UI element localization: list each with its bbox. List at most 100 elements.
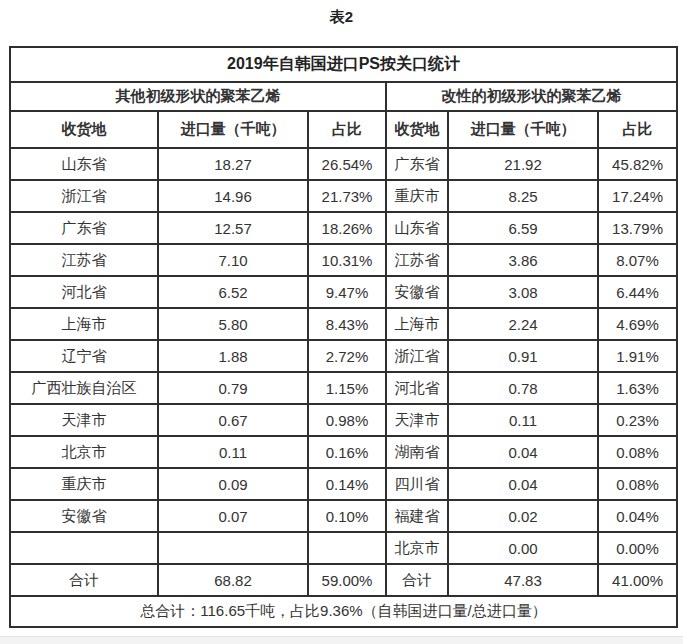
column-header-share-right: 占比 (598, 111, 677, 148)
destination-cell: 河北省 (386, 372, 448, 404)
share-cell: 0.04% (598, 500, 677, 532)
grand-total-row: 总合计：116.65千吨，占比9.36%（自韩国进口量/总进口量） (10, 596, 677, 627)
share-cell: 26.54% (308, 148, 386, 180)
share-cell: 8.43% (308, 308, 386, 340)
share-cell: 17.24% (598, 180, 677, 212)
destination-cell: 北京市 (10, 436, 158, 468)
volume-cell: 21.92 (448, 148, 598, 180)
bottom-edge-strip (0, 636, 683, 644)
destination-cell: 辽宁省 (10, 340, 158, 372)
share-cell: 0.08% (598, 436, 677, 468)
destination-cell: 山东省 (10, 148, 158, 180)
volume-cell: 12.57 (158, 212, 308, 244)
total-label-right: 合计 (386, 564, 448, 596)
table-row: 北京市0.110.16%湖南省0.040.08% (10, 436, 677, 468)
volume-cell: 7.10 (158, 244, 308, 276)
share-cell: 0.98% (308, 404, 386, 436)
volume-cell: 0.67 (158, 404, 308, 436)
section-header-right: 改性的初级形状的聚苯乙烯 (386, 82, 677, 111)
share-cell: 1.15% (308, 372, 386, 404)
share-cell: 9.47% (308, 276, 386, 308)
destination-cell: 重庆市 (10, 468, 158, 500)
volume-cell: 0.04 (448, 436, 598, 468)
destination-cell: 天津市 (386, 404, 448, 436)
volume-cell: 0.00 (448, 532, 598, 564)
table-row: 广西壮族自治区0.791.15%河北省0.781.63% (10, 372, 677, 404)
section-header-row: 其他初级形状的聚苯乙烯 改性的初级形状的聚苯乙烯 (10, 82, 677, 111)
volume-cell: 1.88 (158, 340, 308, 372)
column-header-volume-left: 进口量（千吨） (158, 111, 308, 148)
volume-cell: 5.80 (158, 308, 308, 340)
table-row: 天津市0.670.98%天津市0.110.23% (10, 404, 677, 436)
destination-cell: 江苏省 (10, 244, 158, 276)
table-row: 江苏省7.1010.31%江苏省3.868.07% (10, 244, 677, 276)
volume-cell: 8.25 (448, 180, 598, 212)
destination-cell: 安徽省 (386, 276, 448, 308)
destination-cell: 河北省 (10, 276, 158, 308)
destination-cell: 广西壮族自治区 (10, 372, 158, 404)
volume-cell: 0.04 (448, 468, 598, 500)
table-row: 安徽省0.070.10%福建省0.020.04% (10, 500, 677, 532)
volume-cell: 18.27 (158, 148, 308, 180)
volume-cell: 0.09 (158, 468, 308, 500)
volume-cell: 0.02 (448, 500, 598, 532)
column-header-share-left: 占比 (308, 111, 386, 148)
total-volume-right: 47.83 (448, 564, 598, 596)
share-cell: 8.07% (598, 244, 677, 276)
volume-cell: 0.78 (448, 372, 598, 404)
volume-cell: 0.79 (158, 372, 308, 404)
destination-cell: 天津市 (10, 404, 158, 436)
volume-cell: 3.86 (448, 244, 598, 276)
share-cell: 1.91% (598, 340, 677, 372)
volume-cell: 0.11 (158, 436, 308, 468)
table-row: 山东省18.2726.54%广东省21.9245.82% (10, 148, 677, 180)
imports-stat-table: 2019年自韩国进口PS按关口统计 其他初级形状的聚苯乙烯 改性的初级形状的聚苯… (9, 46, 678, 628)
table-title-row: 2019年自韩国进口PS按关口统计 (10, 47, 677, 82)
section-header-left: 其他初级形状的聚苯乙烯 (10, 82, 386, 111)
table-row: 重庆市0.090.14%四川省0.040.08% (10, 468, 677, 500)
destination-cell: 浙江省 (386, 340, 448, 372)
volume-cell: 14.96 (158, 180, 308, 212)
column-header-volume-right: 进口量（千吨） (448, 111, 598, 148)
total-row: 合计 68.82 59.00% 合计 47.83 41.00% (10, 564, 677, 596)
table-title: 2019年自韩国进口PS按关口统计 (10, 47, 677, 82)
destination-cell: 上海市 (10, 308, 158, 340)
share-cell: 18.26% (308, 212, 386, 244)
share-cell: 45.82% (598, 148, 677, 180)
destination-cell: 上海市 (386, 308, 448, 340)
volume-cell: 6.52 (158, 276, 308, 308)
destination-cell: 山东省 (386, 212, 448, 244)
share-cell: 0.23% (598, 404, 677, 436)
column-header-destination-left: 收货地 (10, 111, 158, 148)
share-cell: 4.69% (598, 308, 677, 340)
destination-cell: 安徽省 (10, 500, 158, 532)
share-cell: 1.63% (598, 372, 677, 404)
share-cell: 0.16% (308, 436, 386, 468)
column-header-row: 收货地 进口量（千吨） 占比 收货地 进口量（千吨） 占比 (10, 111, 677, 148)
volume-cell: 3.08 (448, 276, 598, 308)
destination-cell: 广东省 (386, 148, 448, 180)
table-row: 河北省6.529.47%安徽省3.086.44% (10, 276, 677, 308)
share-cell: 10.31% (308, 244, 386, 276)
table-row: 浙江省14.9621.73%重庆市8.2517.24% (10, 180, 677, 212)
table-row: 上海市5.808.43%上海市2.244.69% (10, 308, 677, 340)
page: 表2 2019年自韩国进口PS按关口统计 其他初级形状的聚苯乙烯 改性的初级形状… (0, 0, 683, 644)
destination-cell: 浙江省 (10, 180, 158, 212)
destination-cell: 重庆市 (386, 180, 448, 212)
volume-cell: 6.59 (448, 212, 598, 244)
share-cell: 0.14% (308, 468, 386, 500)
table-row: 北京市0.000.00% (10, 532, 677, 564)
share-cell: 0.08% (598, 468, 677, 500)
total-share-left: 59.00% (308, 564, 386, 596)
share-cell: 0.00% (598, 532, 677, 564)
destination-cell: 湖南省 (386, 436, 448, 468)
destination-cell: 广东省 (10, 212, 158, 244)
destination-cell: 四川省 (386, 468, 448, 500)
share-cell: 0.10% (308, 500, 386, 532)
share-cell: 6.44% (598, 276, 677, 308)
destination-cell (10, 532, 158, 564)
volume-cell: 2.24 (448, 308, 598, 340)
volume-cell (158, 532, 308, 564)
destination-cell: 江苏省 (386, 244, 448, 276)
column-header-destination-right: 收货地 (386, 111, 448, 148)
